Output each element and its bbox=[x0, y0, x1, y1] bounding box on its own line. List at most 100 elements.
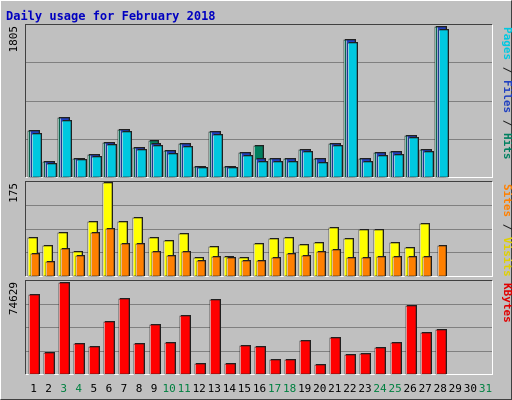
bar-sites-day-9-fill bbox=[151, 251, 161, 277]
bar-kbytes-day-15-fill bbox=[239, 345, 251, 375]
bar-kbytes-day-5-fill bbox=[88, 346, 100, 375]
bar-kbytes-day-18-fill bbox=[284, 359, 296, 375]
bar-sites-day-7 bbox=[120, 243, 130, 277]
bar-pages-day-14-fill bbox=[227, 167, 238, 178]
bar-kbytes-day-2 bbox=[43, 352, 55, 375]
bar-kbytes-day-24 bbox=[374, 347, 386, 375]
bar-kbytes-day-27-fill bbox=[420, 332, 432, 375]
bar-sites-day-19-fill bbox=[301, 255, 311, 277]
panel-kbytes: 74629 KBytes bbox=[7, 280, 512, 375]
bar-sites-day-20 bbox=[316, 251, 326, 277]
bar-kbytes-day-19 bbox=[299, 340, 311, 375]
bar-sites-day-14-fill bbox=[226, 257, 236, 277]
bar-pages-day-13-fill bbox=[212, 134, 223, 178]
x-tick-label-day-18: 18 bbox=[283, 382, 296, 395]
bar-sites-day-10-fill bbox=[166, 255, 176, 277]
bar-pages-day-15-fill bbox=[242, 155, 253, 178]
bar-sites-day-7-fill bbox=[120, 243, 130, 277]
bar-pages-day-8-fill bbox=[136, 149, 147, 178]
panel-visits: 175 Sites / Visits bbox=[7, 181, 512, 277]
bar-sites-day-12-fill bbox=[196, 260, 206, 277]
bar-sites-day-12 bbox=[196, 260, 206, 277]
bar-pages-day-2 bbox=[46, 163, 57, 178]
bar-kbytes-day-26 bbox=[405, 305, 417, 375]
x-tick-label-day-8: 8 bbox=[136, 382, 143, 395]
panel-visits-frame-shadow bbox=[25, 181, 493, 277]
panel-hits-series-label-part: / bbox=[501, 113, 512, 133]
bar-kbytes-day-11-fill bbox=[179, 315, 191, 375]
bar-pages-day-21 bbox=[332, 145, 343, 178]
bar-kbytes-day-12 bbox=[194, 363, 206, 375]
bar-pages-day-14 bbox=[227, 167, 238, 178]
panel-visits-frame-highlight bbox=[25, 181, 493, 277]
bar-kbytes-day-9 bbox=[149, 324, 161, 375]
bar-sites-day-14 bbox=[226, 257, 236, 277]
bar-kbytes-day-13-fill bbox=[209, 299, 221, 375]
panel-hits-frame-shadow bbox=[25, 24, 493, 178]
bar-kbytes-day-14 bbox=[224, 363, 236, 375]
bar-pages-day-5 bbox=[91, 156, 102, 178]
bar-sites-day-25-fill bbox=[392, 256, 402, 277]
bar-pages-day-12-fill bbox=[197, 167, 208, 178]
bar-sites-day-20-fill bbox=[316, 251, 326, 277]
x-tick-label-day-14: 14 bbox=[223, 382, 237, 395]
bar-kbytes-day-28-fill bbox=[435, 329, 447, 375]
bar-pages-day-17-fill bbox=[272, 161, 283, 178]
x-tick-label-day-20: 20 bbox=[313, 382, 326, 395]
bar-sites-day-3 bbox=[60, 248, 70, 277]
bar-kbytes-day-21 bbox=[329, 337, 341, 375]
bar-pages-day-25-fill bbox=[393, 154, 404, 178]
bar-sites-day-28-fill bbox=[437, 245, 447, 277]
panel-kbytes-series-label-part: KBytes bbox=[501, 283, 512, 323]
bar-pages-day-19 bbox=[302, 151, 313, 178]
x-tick-label-day-22: 22 bbox=[343, 382, 356, 395]
bar-pages-day-3-fill bbox=[61, 120, 72, 178]
bar-sites-day-13 bbox=[211, 256, 221, 277]
bar-pages-day-6 bbox=[106, 144, 117, 178]
bar-pages-day-2-fill bbox=[46, 163, 57, 178]
bar-sites-day-24 bbox=[376, 256, 386, 277]
bar-kbytes-day-25-fill bbox=[390, 342, 402, 375]
bar-kbytes-day-22 bbox=[344, 354, 356, 375]
bar-sites-day-18-fill bbox=[286, 253, 296, 277]
bar-sites-day-9 bbox=[151, 251, 161, 277]
bar-sites-day-10 bbox=[166, 255, 176, 277]
bar-pages-day-11 bbox=[182, 146, 193, 178]
series-kbytes bbox=[28, 282, 447, 375]
bar-sites-day-19 bbox=[301, 255, 311, 277]
bar-pages-day-21-fill bbox=[332, 145, 343, 178]
bar-sites-day-6 bbox=[105, 228, 115, 277]
bar-pages-day-23 bbox=[362, 161, 373, 178]
bar-pages-day-10-fill bbox=[167, 153, 178, 178]
panel-hits-series-label-part: Pages bbox=[501, 27, 512, 60]
bar-pages-day-5-fill bbox=[91, 156, 102, 178]
bar-sites-day-11 bbox=[181, 251, 191, 277]
bar-sites-day-2-fill bbox=[45, 261, 55, 277]
bar-pages-day-11-fill bbox=[182, 146, 193, 178]
panel-kbytes-frame-highlight bbox=[25, 280, 493, 375]
bar-pages-day-18 bbox=[287, 161, 298, 178]
panel-kbytes-series-label: KBytes bbox=[501, 283, 512, 323]
bar-kbytes-day-22-fill bbox=[344, 354, 356, 375]
bar-pages-day-27 bbox=[423, 151, 434, 178]
bar-pages-day-24-fill bbox=[377, 155, 388, 178]
bar-pages-day-24 bbox=[377, 155, 388, 178]
x-tick-label-day-9: 9 bbox=[151, 382, 158, 395]
bar-pages-day-20-fill bbox=[317, 162, 328, 178]
bar-sites-day-26-fill bbox=[407, 256, 417, 277]
bar-kbytes-day-20-fill bbox=[314, 364, 326, 375]
bar-kbytes-day-23-fill bbox=[359, 353, 371, 375]
chart-panels: 1805 Pages / Files / Hits 175 Sites / Visit… bbox=[7, 24, 512, 375]
bar-pages-day-20 bbox=[317, 162, 328, 178]
x-tick-label-day-17: 17 bbox=[268, 382, 281, 395]
x-tick-label-day-21: 21 bbox=[328, 382, 341, 395]
bar-kbytes-day-9-fill bbox=[149, 324, 161, 375]
bar-pages-day-9 bbox=[152, 145, 163, 178]
bar-pages-day-26-fill bbox=[408, 137, 419, 178]
bar-sites-day-27 bbox=[422, 256, 432, 277]
bar-pages-day-19-fill bbox=[302, 151, 313, 178]
bar-sites-day-8 bbox=[135, 243, 145, 277]
bar-pages-day-3 bbox=[61, 120, 72, 178]
x-tick-label-day-23: 23 bbox=[358, 382, 371, 395]
bar-kbytes-day-27 bbox=[420, 332, 432, 375]
